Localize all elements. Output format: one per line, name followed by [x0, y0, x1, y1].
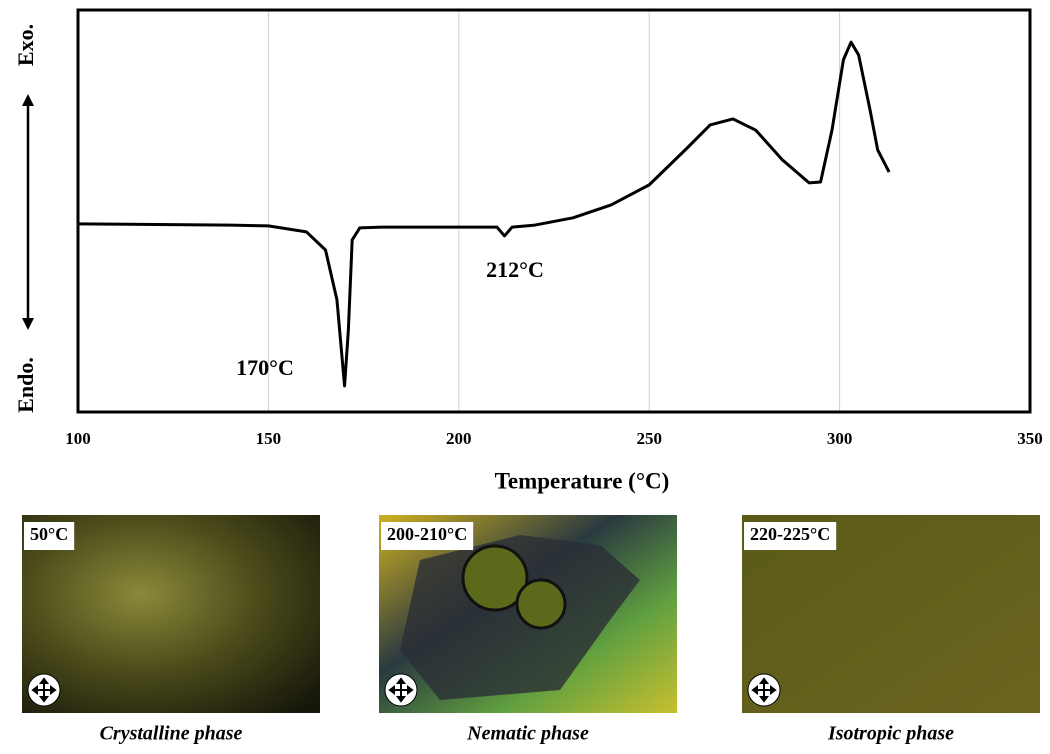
panel-caption: Crystalline phase: [100, 723, 243, 745]
annotation: 170°C: [236, 355, 294, 380]
figure: Exo. Endo. Temperature (°C) 100 150 200 250…: [0, 0, 1050, 749]
droplet: [517, 580, 565, 628]
x-tick-label: 300: [827, 429, 853, 448]
micrographs: [22, 515, 1040, 713]
panel-label: 200-210°C: [387, 524, 467, 544]
x-tick-label: 200: [446, 429, 472, 448]
x-axis-label: Temperature (°C): [495, 468, 670, 493]
panel-label: 50°C: [30, 524, 68, 544]
panel-label: 220-225°C: [750, 524, 830, 544]
endo-label: Endo.: [13, 357, 38, 413]
x-tick-label: 350: [1017, 429, 1043, 448]
page: Exo. Endo. Temperature (°C) 100 150 200 250…: [0, 0, 1050, 749]
exo-label: Exo.: [13, 24, 38, 66]
panel-caption: Isotropic phase: [827, 723, 954, 745]
x-tick-label: 250: [636, 429, 662, 448]
x-tick-label: 100: [65, 429, 91, 448]
annotation: 212°C: [486, 257, 544, 282]
dsc-curve: [78, 42, 889, 386]
x-tick-label: 150: [256, 429, 282, 448]
plot-frame: [78, 10, 1030, 412]
plot: [78, 10, 1030, 412]
panel-caption: Nematic phase: [466, 723, 589, 745]
